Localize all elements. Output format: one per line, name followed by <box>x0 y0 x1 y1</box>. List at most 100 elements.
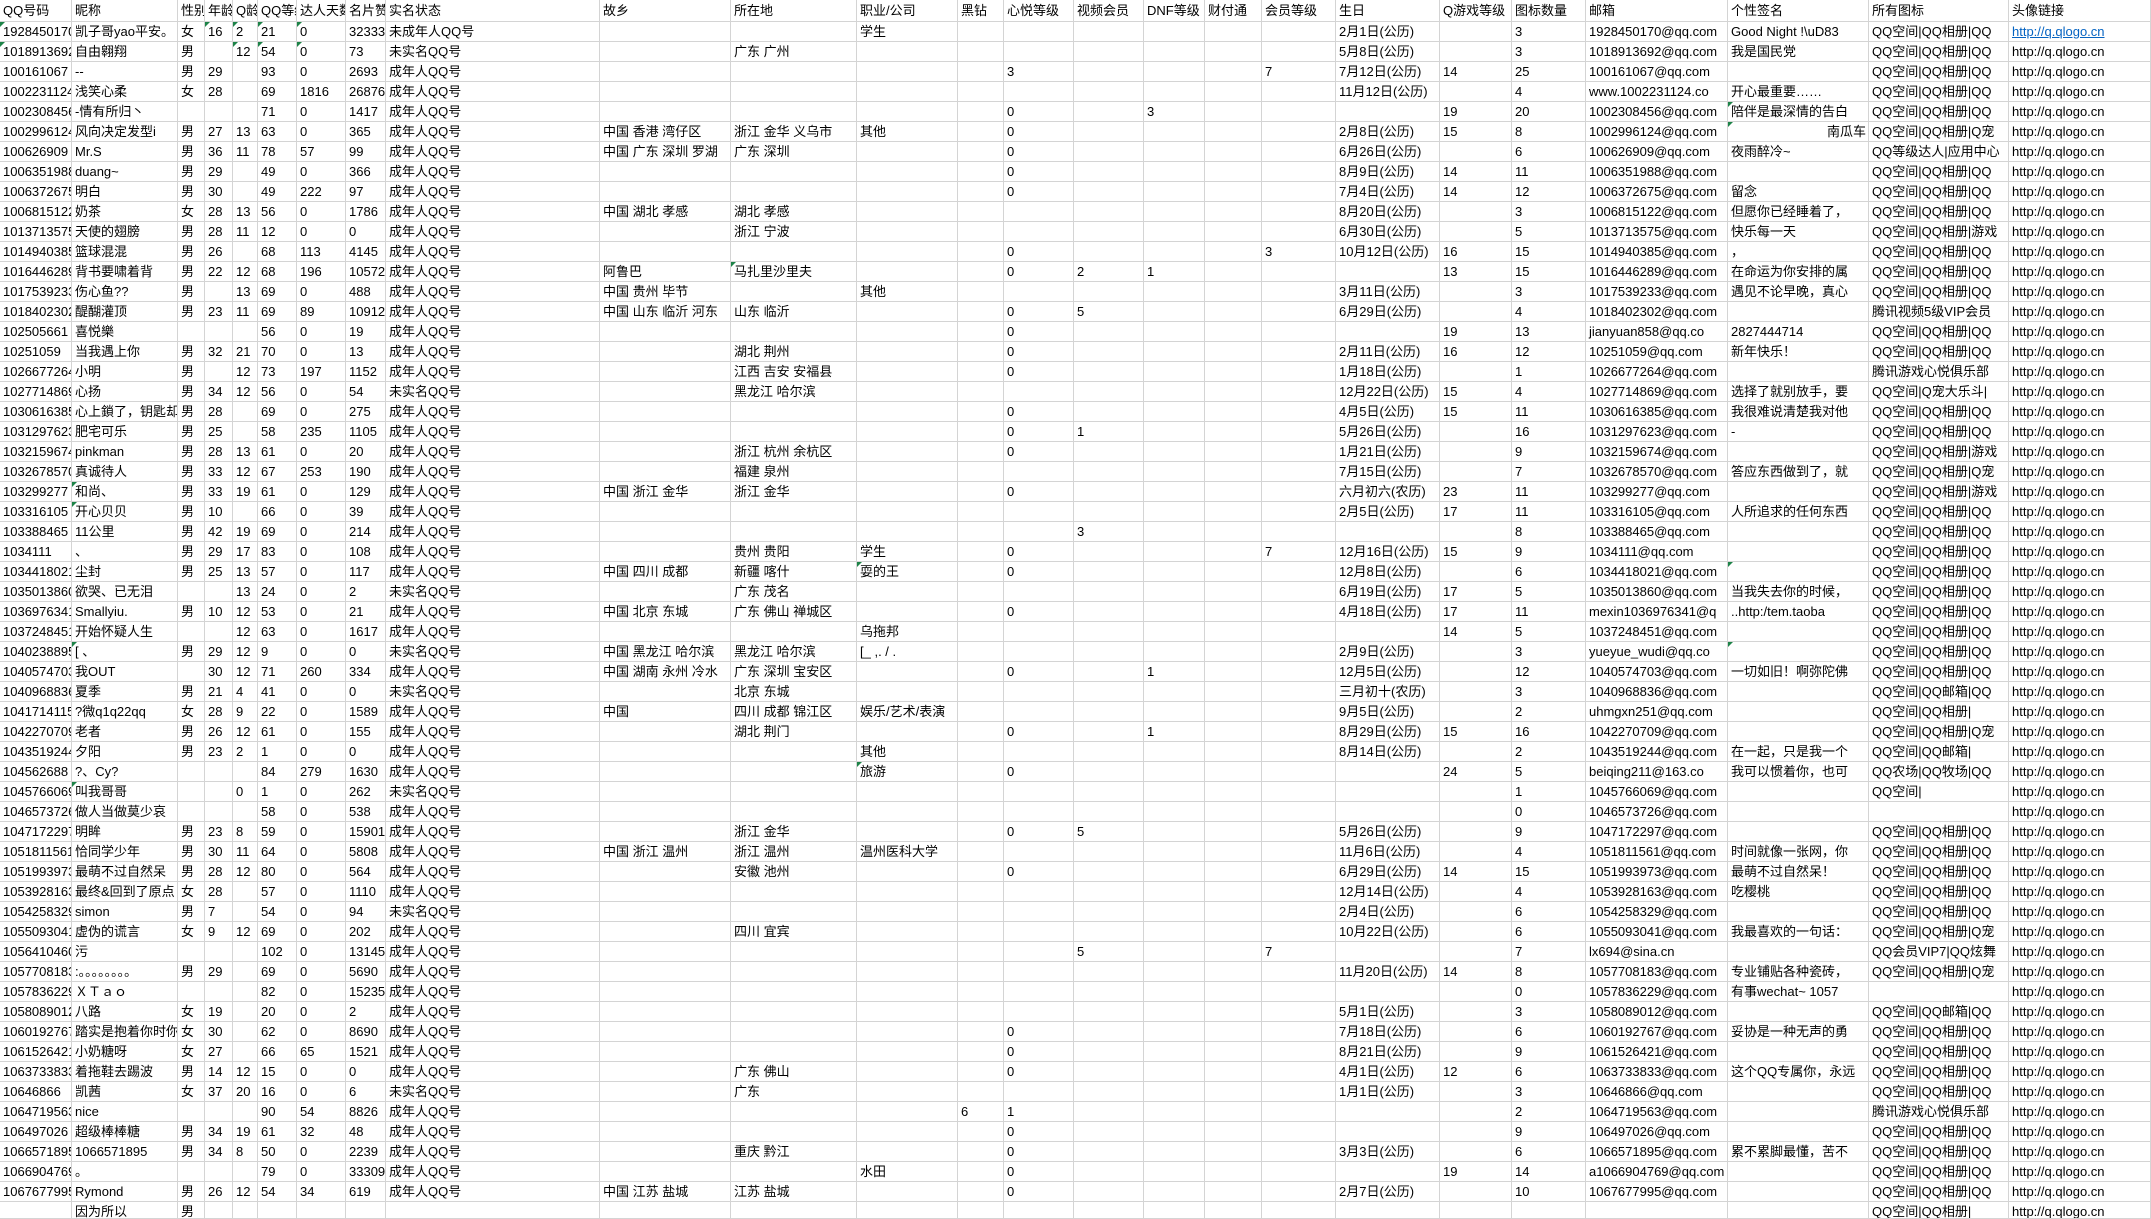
cell-nick[interactable]: 明白 <box>72 182 178 202</box>
cell-caifutong[interactable] <box>1205 62 1262 82</box>
cell-heizuan[interactable] <box>958 242 1004 262</box>
cell-hometown[interactable] <box>600 22 731 42</box>
cell-daren[interactable]: 0 <box>297 702 346 722</box>
cell-qqlevel[interactable]: 63 <box>258 622 297 642</box>
cell-realname[interactable]: 成年人QQ号 <box>386 142 600 162</box>
cell-viplevel[interactable] <box>1262 1062 1336 1082</box>
cell-hometown[interactable] <box>600 922 731 942</box>
cell-qq[interactable]: 1063733833 <box>0 1062 72 1082</box>
cell-allicons[interactable]: QQ空间|QQ相册|QQ <box>1869 42 2009 62</box>
cell-location[interactable] <box>731 882 857 902</box>
cell-realname[interactable]: 成年人QQ号 <box>386 262 600 282</box>
cell-sig[interactable]: 留念 <box>1728 182 1869 202</box>
cell-location[interactable]: 四川 成都 锦江区 <box>731 702 857 722</box>
cell-qgame[interactable] <box>1440 782 1512 802</box>
cell-email[interactable]: uhmgxn251@qq.com <box>1586 702 1728 722</box>
cell-caifutong[interactable] <box>1205 782 1262 802</box>
cell-allicons[interactable]: QQ空间|QQ相册|QQ <box>1869 202 2009 222</box>
cell-sig[interactable] <box>1728 622 1869 642</box>
cell-avatar[interactable]: http://q.qlogo.cn <box>2009 682 2151 702</box>
cell-xinyue[interactable]: 0 <box>1004 1122 1074 1142</box>
cell-xinyue[interactable] <box>1004 202 1074 222</box>
cell-xinyue[interactable] <box>1004 642 1074 662</box>
cell-qq[interactable]: 1064719563 <box>0 1102 72 1122</box>
cell-nick[interactable]: 恰同学少年 <box>72 842 178 862</box>
cell-nick[interactable]: 尘封 <box>72 562 178 582</box>
col-header-hometown[interactable]: 故乡 <box>600 0 731 22</box>
cell-location[interactable] <box>731 502 857 522</box>
cell-viplevel[interactable] <box>1262 1202 1336 1219</box>
cell-job[interactable] <box>857 222 958 242</box>
cell-job[interactable] <box>857 62 958 82</box>
cell-video[interactable] <box>1074 162 1144 182</box>
cell-nick[interactable]: 伤心鱼?? <box>72 282 178 302</box>
cell-sex[interactable]: 女 <box>178 202 205 222</box>
cell-heizuan[interactable] <box>958 362 1004 382</box>
cell-email[interactable]: 1046573726@qq.com <box>1586 802 1728 822</box>
cell-viplevel[interactable] <box>1262 382 1336 402</box>
cell-birthday[interactable]: 4月5日(公历) <box>1336 402 1440 422</box>
cell-heizuan[interactable] <box>958 222 1004 242</box>
cell-hometown[interactable]: 中国 香港 湾仔区 <box>600 122 731 142</box>
cell-birthday[interactable] <box>1336 1162 1440 1182</box>
cell-avatar[interactable]: http://q.qlogo.cn <box>2009 702 2151 722</box>
cell-qgame[interactable] <box>1440 662 1512 682</box>
cell-video[interactable]: 5 <box>1074 822 1144 842</box>
cell-heizuan[interactable] <box>958 102 1004 122</box>
cell-nick[interactable]: ＸＴａｏ <box>72 982 178 1002</box>
cell-sex[interactable]: 男 <box>178 422 205 442</box>
cell-heizuan[interactable] <box>958 982 1004 1002</box>
cell-job[interactable] <box>857 362 958 382</box>
cell-job[interactable] <box>857 1022 958 1042</box>
cell-xinyue[interactable] <box>1004 462 1074 482</box>
cell-qage[interactable]: 11 <box>233 222 258 242</box>
cell-birthday[interactable]: 6月29日(公历) <box>1336 862 1440 882</box>
cell-qage[interactable]: 13 <box>233 282 258 302</box>
cell-viplevel[interactable]: 7 <box>1262 942 1336 962</box>
cell-age[interactable]: 34 <box>205 382 233 402</box>
cell-dnf[interactable] <box>1144 1102 1205 1122</box>
cell-viplevel[interactable] <box>1262 622 1336 642</box>
cell-allicons[interactable]: QQ空间|QQ相册|QQ <box>1869 602 2009 622</box>
cell-viplevel[interactable] <box>1262 562 1336 582</box>
cell-video[interactable] <box>1074 702 1144 722</box>
cell-qq[interactable]: 10646866 <box>0 1082 72 1102</box>
cell-heizuan[interactable] <box>958 1042 1004 1062</box>
cell-location[interactable]: 贵州 贵阳 <box>731 542 857 562</box>
cell-zan[interactable]: 2693 <box>346 62 386 82</box>
cell-qage[interactable]: 12 <box>233 722 258 742</box>
cell-sig[interactable] <box>1728 542 1869 562</box>
cell-daren[interactable]: 279 <box>297 762 346 782</box>
cell-realname[interactable]: 成年人QQ号 <box>386 922 600 942</box>
cell-sex[interactable]: 男 <box>178 502 205 522</box>
cell-qgame[interactable] <box>1440 1022 1512 1042</box>
cell-qqlevel[interactable]: 71 <box>258 102 297 122</box>
cell-icons[interactable]: 4 <box>1512 842 1586 862</box>
cell-qq[interactable]: 1026677264 <box>0 362 72 382</box>
cell-video[interactable] <box>1074 622 1144 642</box>
cell-email[interactable]: 10646866@qq.com <box>1586 1082 1728 1102</box>
cell-video[interactable] <box>1074 1122 1144 1142</box>
cell-avatar[interactable]: http://q.qlogo.cn <box>2009 622 2151 642</box>
cell-nick[interactable]: 肥宅可乐 <box>72 422 178 442</box>
cell-video[interactable] <box>1074 342 1144 362</box>
cell-hometown[interactable]: 中国 <box>600 702 731 722</box>
cell-nick[interactable]: 真诚待人 <box>72 462 178 482</box>
cell-nick[interactable]: nice <box>72 1102 178 1122</box>
cell-allicons[interactable]: QQ空间|QQ相册|QQ <box>1869 582 2009 602</box>
cell-dnf[interactable] <box>1144 702 1205 722</box>
cell-heizuan[interactable] <box>958 882 1004 902</box>
cell-sig[interactable] <box>1728 902 1869 922</box>
cell-allicons[interactable]: QQ空间|QQ相册|QQ <box>1869 542 2009 562</box>
cell-birthday[interactable]: 12月14日(公历) <box>1336 882 1440 902</box>
cell-location[interactable] <box>731 182 857 202</box>
cell-sig[interactable] <box>1728 522 1869 542</box>
cell-daren[interactable]: 0 <box>297 282 346 302</box>
cell-age[interactable]: 23 <box>205 302 233 322</box>
cell-icons[interactable]: 11 <box>1512 482 1586 502</box>
cell-email[interactable]: 1067677995@qq.com <box>1586 1182 1728 1202</box>
cell-location[interactable]: 黑龙江 哈尔滨 <box>731 642 857 662</box>
cell-age[interactable] <box>205 942 233 962</box>
cell-video[interactable] <box>1074 222 1144 242</box>
cell-hometown[interactable] <box>600 762 731 782</box>
